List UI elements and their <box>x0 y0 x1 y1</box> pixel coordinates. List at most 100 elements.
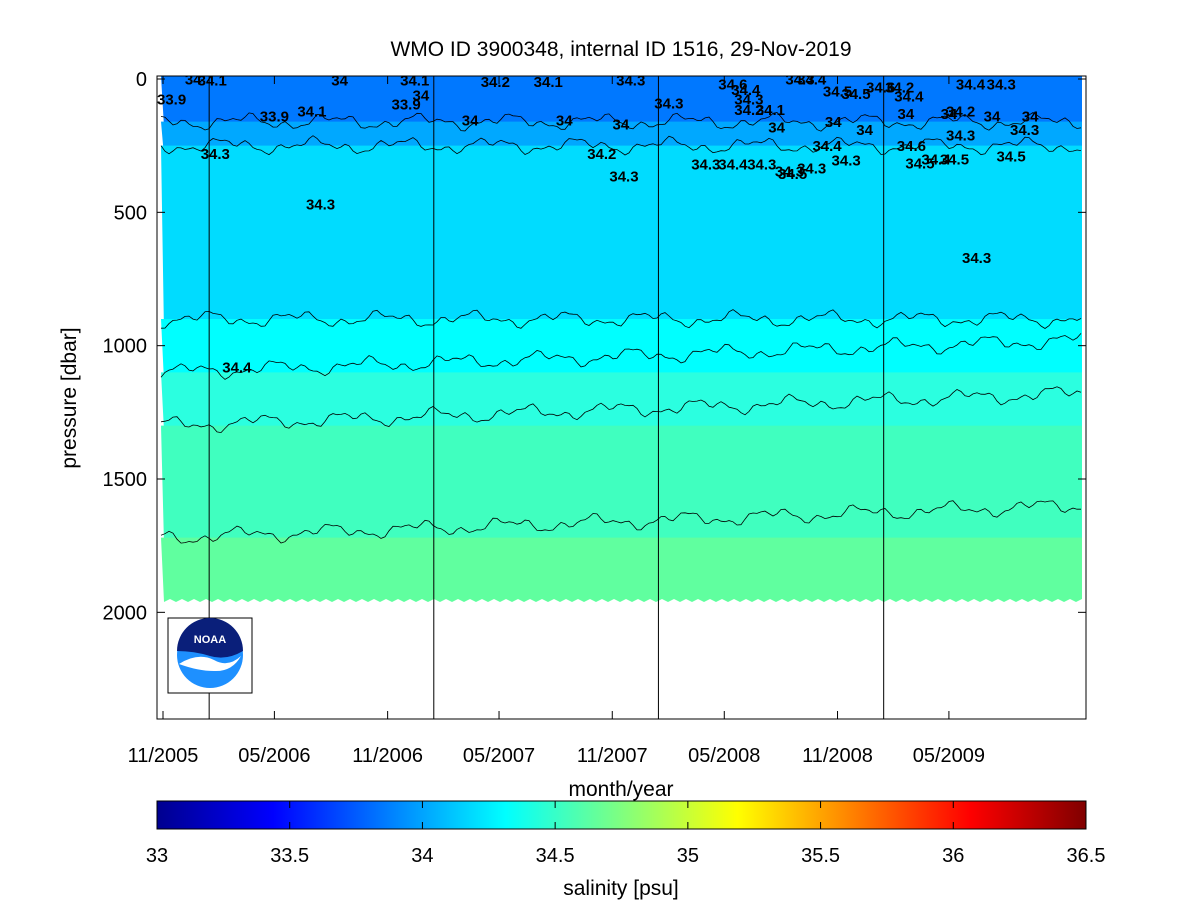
contour-label: 34.2 <box>734 102 763 119</box>
x-tick-label: 05/2007 <box>463 745 535 767</box>
colorbar-tick-label: 36 <box>942 845 964 867</box>
contour-label: 34.3 <box>987 77 1016 94</box>
colorbar-tick-label: 36.5 <box>1067 845 1106 867</box>
x-tick-label: 11/2008 <box>802 745 873 767</box>
contour-label: 33.9 <box>391 97 420 114</box>
contour-line <box>160 386 1082 434</box>
colorbar-tick-label: 33 <box>146 845 168 867</box>
colorbar-tick-label: 35.5 <box>801 845 840 867</box>
contour-label: 34 <box>984 109 1001 126</box>
contour-label: 34.3 <box>616 73 645 90</box>
contour-label: 34 <box>897 106 914 123</box>
contour-label: 34.3 <box>832 153 861 170</box>
y-tick-label: 500 <box>114 202 147 224</box>
x-tick-label: 11/2007 <box>577 745 648 767</box>
contour-label: 34.1 <box>756 102 785 119</box>
contour-label: 34.5 <box>841 86 870 103</box>
contour-label: 34.3 <box>962 250 991 267</box>
noaa-logo-bird <box>179 656 241 672</box>
salinity-bands <box>161 76 1082 602</box>
contour-label: 34.3 <box>654 95 683 112</box>
contour-label: 34.5 <box>778 166 807 183</box>
contour-label: 34.2 <box>885 79 914 96</box>
contour-label: 34.4 <box>956 77 986 94</box>
contour-label: 34.3 <box>691 157 720 174</box>
contour-label: 34 <box>1022 109 1039 126</box>
contour-label: 34.2 <box>587 146 616 163</box>
contour-label: 34.5 <box>905 155 934 172</box>
salinity-band <box>161 372 1082 440</box>
contour-label: 34.2 <box>946 103 975 120</box>
contour-label: 34 <box>413 87 430 104</box>
y-tick-label: 2000 <box>103 602 148 624</box>
contour-label: 34.4 <box>718 157 748 174</box>
x-tick-label: 05/2009 <box>913 745 985 767</box>
contour-label: 34.6 <box>897 138 926 155</box>
contour-label: 34.4 <box>731 82 761 99</box>
y-tick-label: 1000 <box>103 336 148 358</box>
contour-label: 34.2 <box>481 74 510 91</box>
y-axis-label: pressure [dbar] <box>58 327 81 468</box>
colorbar-tick-label: 34.5 <box>536 845 575 867</box>
colorbar-ticks: 33 33.5 34 34.5 35 35.5 36 36.5 <box>146 801 1106 867</box>
contour-label: 34.6 <box>718 77 747 94</box>
colorbar-frame <box>156 800 1087 830</box>
salinity-band <box>161 537 1082 602</box>
contour-label: 34.4 <box>222 359 252 376</box>
contour-line <box>160 309 1082 329</box>
contour-label: 34.3 <box>1010 122 1039 139</box>
plot-frame <box>156 75 1087 720</box>
contour-label: 34.1 <box>198 73 227 90</box>
contour-label: 34.1 <box>400 73 429 90</box>
x-tick-label: 05/2008 <box>688 745 760 767</box>
contour-label: 34.4 <box>921 151 951 168</box>
contour-line <box>160 112 1082 132</box>
contour-label: 34.3 <box>201 146 230 163</box>
contour-label: 34 <box>856 122 873 139</box>
contour-label: 34.3 <box>747 157 776 174</box>
contour-label: 34 <box>768 119 785 136</box>
x-tick-label: 05/2006 <box>238 745 310 767</box>
contour-label: 33.9 <box>260 109 289 126</box>
colorbar-tick-label: 35 <box>677 845 699 867</box>
contour-label: 33.9 <box>157 91 186 108</box>
noaa-logo-sky <box>177 618 243 658</box>
contour-label: 34.5 <box>823 83 852 100</box>
contour-label: 34.3 <box>797 161 826 178</box>
contour-label: 34.4 <box>894 89 924 106</box>
noaa-logo: NOAA <box>167 617 253 694</box>
x-tick-label: 11/2005 <box>128 745 199 767</box>
contour-label: 34.3 <box>306 197 335 214</box>
y-tick-label: 1500 <box>103 469 148 491</box>
contour-line <box>160 135 1082 156</box>
chart-title: WMO ID 3900348, internal ID 1516, 29-Nov… <box>390 38 851 61</box>
contour-label: 34.1 <box>534 74 563 91</box>
salinity-band <box>161 425 1082 552</box>
contour-label: 34 <box>556 113 573 130</box>
contour-label: 34 <box>825 114 842 131</box>
contour-line <box>160 333 1082 380</box>
contour-label: 34.5 <box>996 149 1025 166</box>
contour-label: 34.3 <box>734 91 763 108</box>
x-axis: 11/2005 05/2006 11/2006 05/2007 11/2007 05/20… <box>128 76 985 767</box>
contour-label: 34.6 <box>866 79 895 96</box>
profile-markers <box>208 76 885 719</box>
contour-label: 34 <box>462 113 479 130</box>
contour-label: 34.4 <box>812 138 842 155</box>
colorbar <box>157 801 1086 829</box>
contour-label: 34 <box>185 71 202 88</box>
salinity-band <box>161 145 1082 333</box>
contour-label: 34.1 <box>297 103 326 120</box>
y-tick-label: 0 <box>136 69 147 91</box>
colorbar-label: salinity [psu] <box>563 877 679 900</box>
contour-label: 34.3 <box>785 71 814 88</box>
contour-lines <box>160 112 1082 544</box>
x-tick-label: 11/2006 <box>352 745 423 767</box>
contour-label: 34.5 <box>940 151 969 168</box>
y-axis: 0 500 1000 1500 2000 <box>103 69 1086 624</box>
contour-label: 34.4 <box>797 71 827 88</box>
noaa-logo-text: NOAA <box>194 634 226 646</box>
x-axis-label: month/year <box>568 778 673 801</box>
